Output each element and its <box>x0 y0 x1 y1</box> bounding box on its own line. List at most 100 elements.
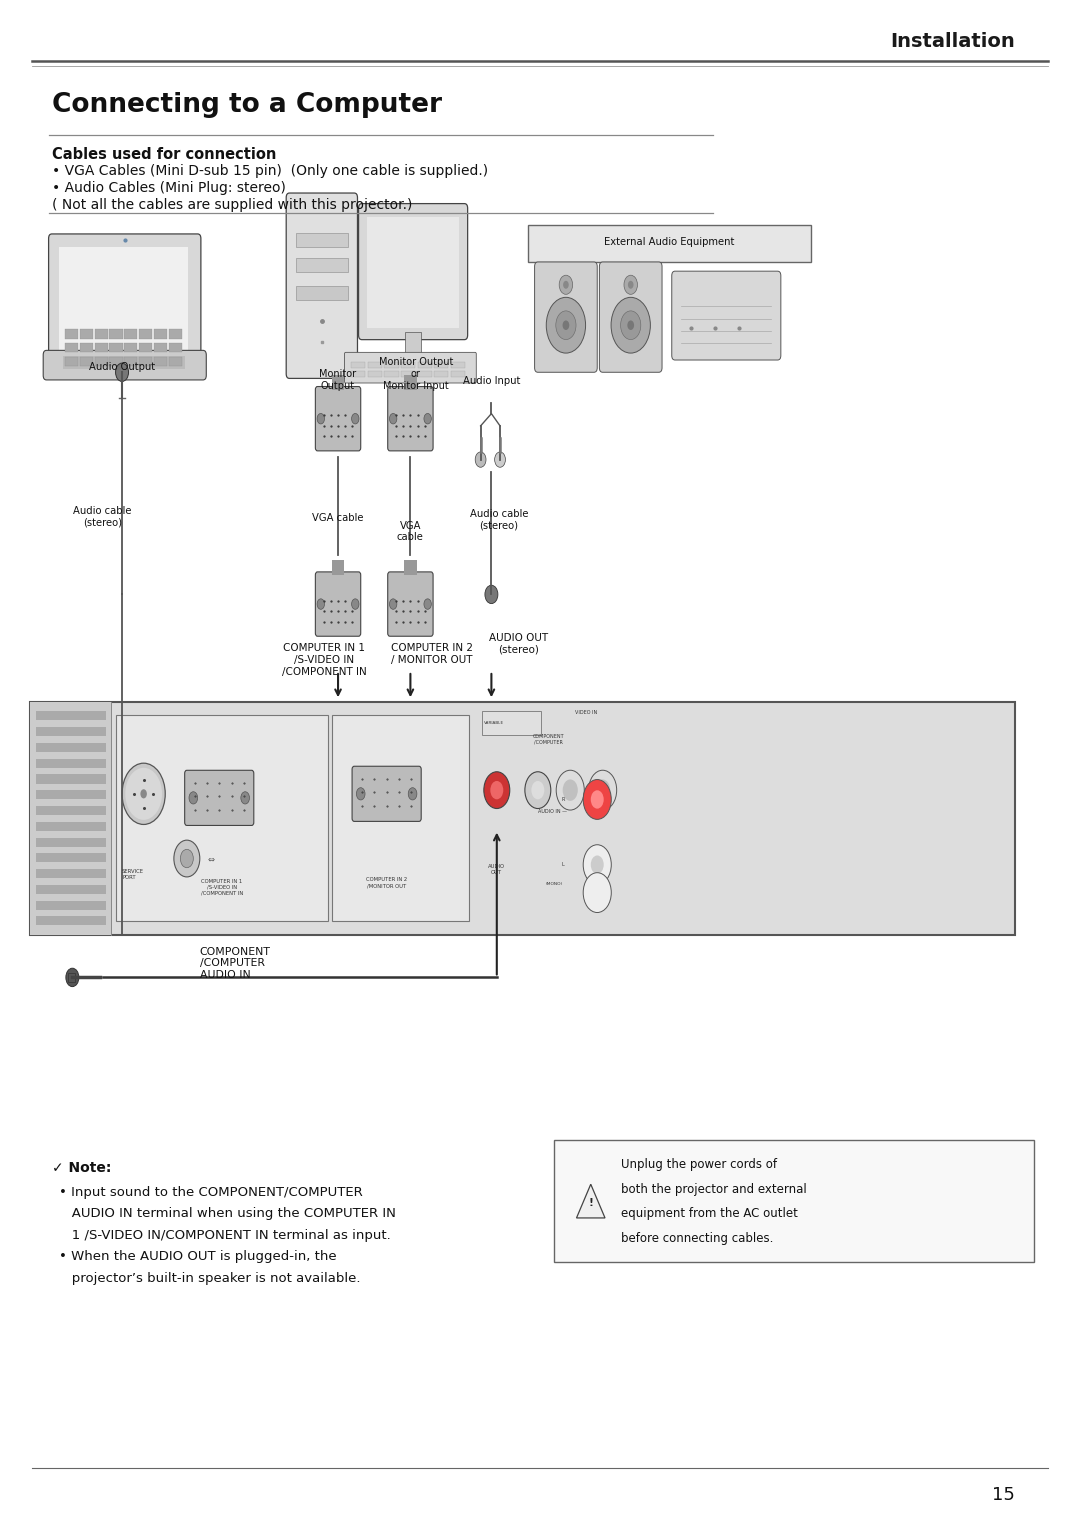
Circle shape <box>627 320 634 329</box>
Circle shape <box>66 968 79 987</box>
Bar <box>139 343 152 352</box>
Text: • Input sound to the COMPONENT/COMPUTER: • Input sound to the COMPONENT/COMPUTER <box>59 1186 363 1198</box>
Text: Monitor
Output: Monitor Output <box>320 369 356 391</box>
Circle shape <box>563 780 578 801</box>
Bar <box>36 916 106 925</box>
Circle shape <box>583 873 611 913</box>
Circle shape <box>589 771 617 810</box>
Bar <box>154 357 167 366</box>
Bar <box>168 343 181 352</box>
Text: ⇔: ⇔ <box>207 853 214 863</box>
Text: COMPUTER IN 2
/ MONITOR OUT: COMPUTER IN 2 / MONITOR OUT <box>391 643 473 665</box>
Bar <box>332 375 345 389</box>
Bar <box>80 357 93 366</box>
Bar <box>405 331 421 357</box>
Bar <box>68 973 75 982</box>
Circle shape <box>495 452 505 467</box>
Bar <box>36 711 106 720</box>
Circle shape <box>180 849 193 867</box>
Circle shape <box>525 772 551 809</box>
FancyBboxPatch shape <box>49 234 201 363</box>
Circle shape <box>591 791 604 809</box>
Text: before connecting cables.: before connecting cables. <box>621 1232 773 1244</box>
Text: Unplug the power cords of: Unplug the power cords of <box>621 1158 777 1170</box>
FancyBboxPatch shape <box>388 386 433 450</box>
Bar <box>63 355 185 369</box>
Circle shape <box>352 414 359 424</box>
FancyBboxPatch shape <box>185 771 254 826</box>
Circle shape <box>531 781 544 800</box>
Text: COMPUTER IN 1
/S-VIDEO IN
/COMPONENT IN: COMPUTER IN 1 /S-VIDEO IN /COMPONENT IN <box>282 643 366 677</box>
Circle shape <box>490 781 503 800</box>
Circle shape <box>475 452 486 467</box>
Circle shape <box>140 789 147 798</box>
Circle shape <box>318 414 324 424</box>
Bar <box>377 352 449 371</box>
FancyBboxPatch shape <box>315 571 361 636</box>
FancyBboxPatch shape <box>599 262 662 372</box>
Circle shape <box>591 855 604 873</box>
Bar <box>154 343 167 352</box>
FancyBboxPatch shape <box>30 702 1015 935</box>
Bar <box>109 329 122 339</box>
Bar <box>367 362 382 368</box>
Bar <box>95 329 108 339</box>
Bar <box>434 362 448 368</box>
Bar <box>36 885 106 893</box>
Text: Audio Input: Audio Input <box>462 375 521 386</box>
FancyBboxPatch shape <box>352 766 421 821</box>
Polygon shape <box>577 1184 605 1218</box>
Text: equipment from the AC outlet: equipment from the AC outlet <box>621 1207 798 1219</box>
Bar <box>404 375 417 389</box>
Circle shape <box>356 787 365 800</box>
Bar <box>332 561 345 574</box>
Text: VGA
cable: VGA cable <box>397 521 423 542</box>
Text: AUDIO
OUT: AUDIO OUT <box>488 864 505 875</box>
Bar <box>36 728 106 737</box>
Text: VGA cable: VGA cable <box>312 513 364 524</box>
Text: Installation: Installation <box>890 32 1015 51</box>
Bar <box>30 702 111 935</box>
Bar <box>351 362 365 368</box>
Bar <box>367 218 459 328</box>
Circle shape <box>583 844 611 884</box>
Bar <box>367 371 382 377</box>
Circle shape <box>546 297 585 352</box>
Bar <box>451 371 465 377</box>
FancyBboxPatch shape <box>332 715 469 921</box>
Circle shape <box>241 792 249 804</box>
Bar <box>36 758 106 768</box>
Bar <box>401 362 415 368</box>
Text: COMPUTER IN 1
/S-VIDEO IN
/COMPONENT IN: COMPUTER IN 1 /S-VIDEO IN /COMPONENT IN <box>201 878 243 895</box>
Text: Audio cable
(stereo): Audio cable (stereo) <box>470 509 528 530</box>
Circle shape <box>424 414 431 424</box>
Text: External Audio Equipment: External Audio Equipment <box>605 237 734 247</box>
Bar <box>384 362 399 368</box>
Text: both the projector and external: both the projector and external <box>621 1183 807 1195</box>
Text: ( Not all the cables are supplied with this projector.): ( Not all the cables are supplied with t… <box>52 198 413 211</box>
Bar <box>36 806 106 815</box>
Text: Cables used for connection: Cables used for connection <box>52 147 276 162</box>
Bar <box>36 791 106 800</box>
Bar <box>418 362 432 368</box>
Bar <box>80 343 93 352</box>
Text: !: ! <box>589 1198 593 1207</box>
Circle shape <box>563 280 569 288</box>
Bar <box>168 329 181 339</box>
Text: VIDEO IN: VIDEO IN <box>576 709 597 715</box>
Bar <box>80 329 93 339</box>
Text: ✓ Note:: ✓ Note: <box>52 1161 111 1175</box>
Circle shape <box>485 585 498 604</box>
Bar <box>434 371 448 377</box>
Circle shape <box>318 599 324 610</box>
Bar <box>65 329 78 339</box>
Bar <box>418 371 432 377</box>
Circle shape <box>621 311 640 340</box>
Circle shape <box>611 297 650 352</box>
Bar <box>401 371 415 377</box>
Bar <box>95 343 108 352</box>
Bar <box>139 329 152 339</box>
Bar <box>482 711 541 735</box>
Circle shape <box>122 763 165 824</box>
Text: AUDIO IN terminal when using the COMPUTER IN: AUDIO IN terminal when using the COMPUTE… <box>59 1207 396 1219</box>
